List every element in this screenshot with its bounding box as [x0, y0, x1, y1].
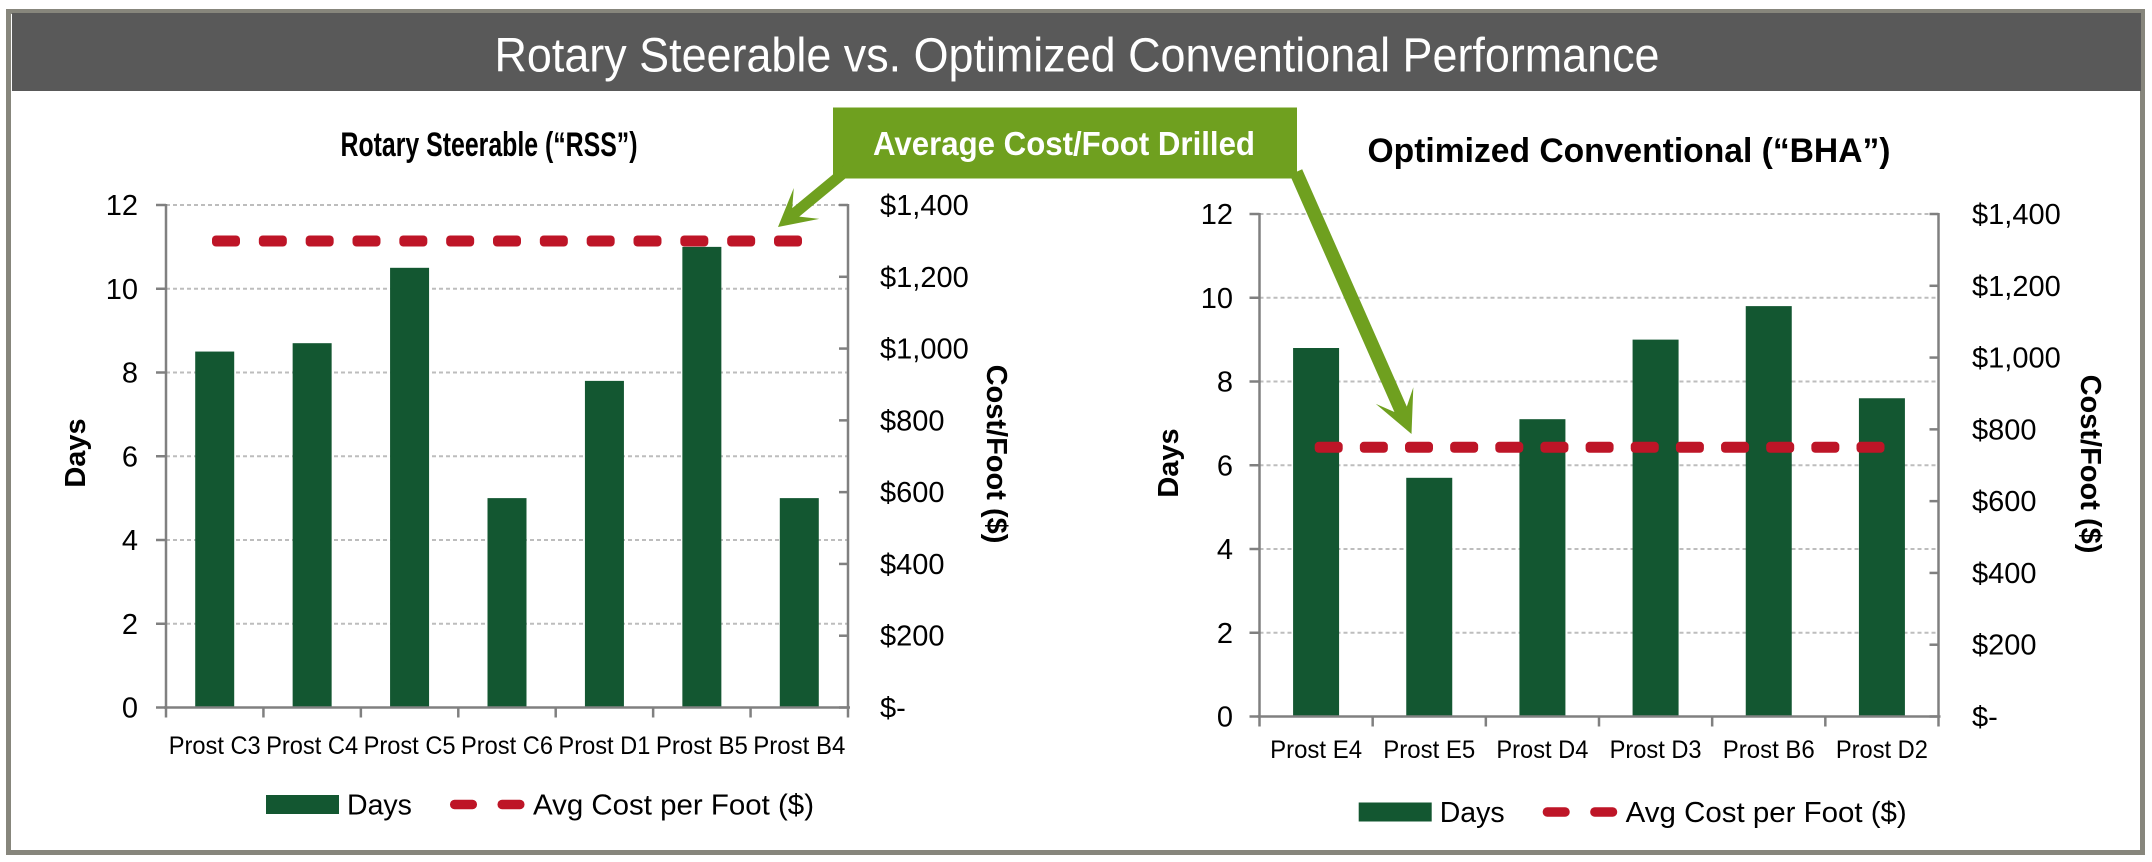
svg-text:Prost C6: Prost C6: [461, 732, 553, 760]
svg-text:Prost C5: Prost C5: [364, 732, 456, 760]
svg-text:$1,400: $1,400: [1972, 199, 2061, 231]
svg-text:0: 0: [1217, 702, 1233, 734]
svg-text:6: 6: [1217, 450, 1233, 482]
svg-text:Prost C3: Prost C3: [169, 732, 261, 760]
svg-text:$-: $-: [880, 693, 906, 725]
svg-text:Prost D2: Prost D2: [1836, 736, 1928, 764]
svg-text:Prost E5: Prost E5: [1383, 736, 1475, 764]
svg-text:$-: $-: [1972, 702, 1998, 734]
svg-text:$600: $600: [880, 477, 945, 509]
svg-text:Avg Cost per Foot ($): Avg Cost per Foot ($): [533, 790, 814, 822]
svg-text:Prost D3: Prost D3: [1610, 736, 1702, 764]
svg-text:$200: $200: [880, 621, 945, 653]
svg-text:$200: $200: [1972, 630, 2037, 662]
svg-text:Prost D4: Prost D4: [1496, 736, 1588, 764]
svg-text:2: 2: [122, 609, 138, 641]
svg-text:$600: $600: [1972, 486, 2037, 518]
svg-text:10: 10: [106, 274, 138, 306]
svg-text:$1,000: $1,000: [1972, 343, 2061, 375]
svg-text:$1,200: $1,200: [1972, 271, 2061, 303]
svg-text:Prost B6: Prost B6: [1723, 736, 1815, 764]
svg-text:$1,400: $1,400: [880, 190, 969, 222]
svg-text:Days: Days: [1440, 797, 1505, 829]
svg-text:6: 6: [122, 441, 138, 473]
svg-text:Avg Cost per Foot ($): Avg Cost per Foot ($): [1626, 797, 1907, 829]
svg-text:12: 12: [1201, 199, 1233, 231]
svg-text:$400: $400: [1972, 558, 2037, 590]
svg-text:$800: $800: [1972, 414, 2037, 446]
svg-text:$1,200: $1,200: [880, 262, 969, 294]
svg-text:8: 8: [1217, 367, 1233, 399]
svg-text:Cost/Foot ($): Cost/Foot ($): [2074, 375, 2106, 554]
svg-text:Prost B5: Prost B5: [656, 732, 748, 760]
svg-text:8: 8: [122, 358, 138, 390]
svg-text:12: 12: [106, 190, 138, 222]
svg-text:$800: $800: [880, 405, 945, 437]
svg-text:Average Cost/Foot Drilled: Average Cost/Foot Drilled: [873, 125, 1255, 162]
svg-text:2: 2: [1217, 618, 1233, 650]
svg-text:Prost E4: Prost E4: [1270, 736, 1362, 764]
svg-text:Prost C4: Prost C4: [266, 732, 358, 760]
svg-text:$1,000: $1,000: [880, 334, 969, 366]
svg-text:4: 4: [1217, 534, 1233, 566]
svg-text:Rotary Steerable vs. Optimized: Rotary Steerable vs. Optimized Conventio…: [495, 30, 1660, 83]
svg-text:Prost D1: Prost D1: [558, 732, 650, 760]
svg-text:Days: Days: [60, 418, 92, 487]
svg-text:Days: Days: [347, 790, 412, 822]
svg-text:Rotary Steerable (“RSS”): Rotary Steerable (“RSS”): [341, 126, 638, 164]
svg-text:Cost/Foot ($): Cost/Foot ($): [980, 365, 1012, 544]
svg-text:10: 10: [1201, 283, 1233, 315]
svg-text:4: 4: [122, 525, 138, 557]
svg-text:Optimized Conventional (“BHA”): Optimized Conventional (“BHA”): [1368, 132, 1891, 170]
svg-text:Days: Days: [1153, 428, 1185, 497]
svg-text:$400: $400: [880, 549, 945, 581]
svg-text:Prost B4: Prost B4: [753, 732, 845, 760]
svg-text:0: 0: [122, 693, 138, 725]
